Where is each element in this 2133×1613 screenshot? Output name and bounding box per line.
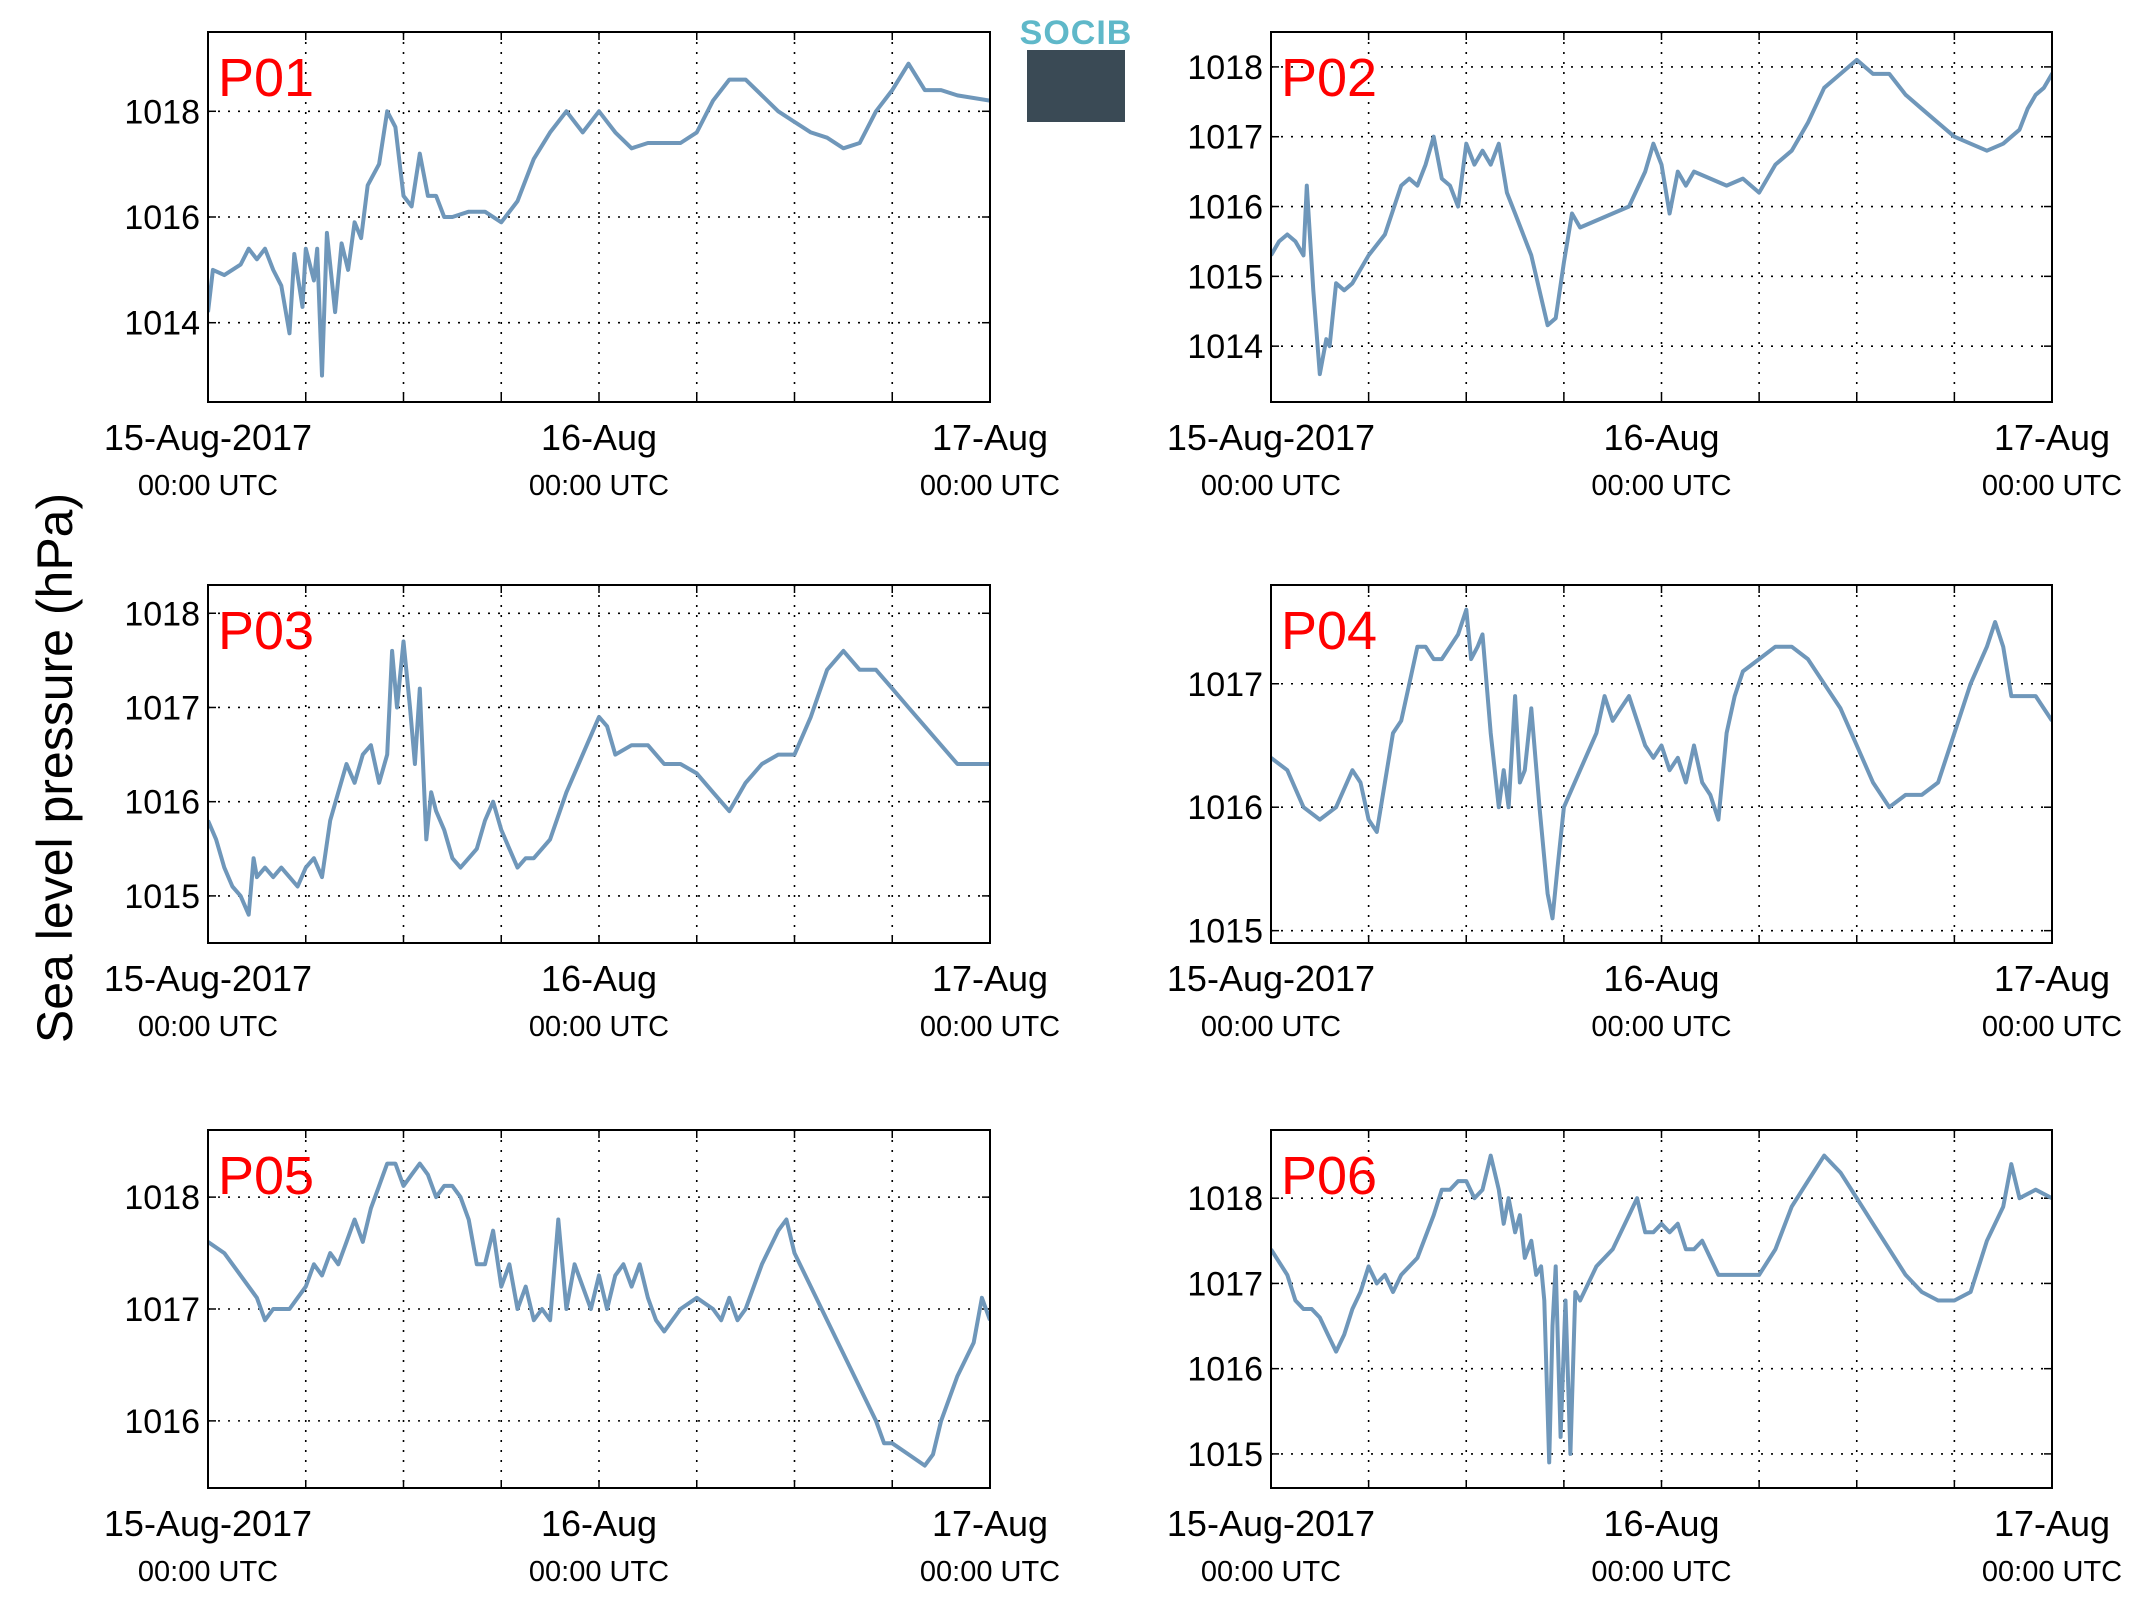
x-tick-label-time: 00:00 UTC bbox=[1591, 470, 1731, 502]
x-tick-label-time: 00:00 UTC bbox=[920, 1011, 1060, 1043]
x-tick-label-time: 00:00 UTC bbox=[1201, 470, 1341, 502]
y-axis-label: Sea level pressure (hPa) bbox=[27, 493, 83, 1043]
y-tick-label: 1017 bbox=[124, 689, 200, 727]
x-tick-label-time: 00:00 UTC bbox=[920, 1556, 1060, 1588]
panel-p06: 1015 1016 1017 1018 P06 15-Aug-2017 00:00 UTC 1… bbox=[1167, 1129, 2122, 1588]
x-tick-label-date: 17-Aug bbox=[1994, 1503, 2110, 1544]
y-tick-label: 1018 bbox=[124, 93, 200, 131]
plot-frame bbox=[1270, 31, 2053, 403]
logo-text: SOCIB bbox=[1020, 14, 1133, 52]
y-tick-label: 1017 bbox=[1187, 119, 1263, 157]
x-tick-label-time: 00:00 UTC bbox=[1982, 470, 2122, 502]
plot-frame bbox=[1270, 1129, 2053, 1489]
x-tick-label-date: 16-Aug bbox=[541, 417, 657, 458]
y-tick-label: 1016 bbox=[124, 1403, 200, 1441]
x-tick-label-date: 16-Aug bbox=[1603, 958, 1719, 999]
series-line-0 bbox=[208, 1161, 990, 1468]
series-line-0 bbox=[1271, 57, 2052, 377]
x-tick-label-time: 00:00 UTC bbox=[529, 470, 669, 502]
x-tick-label-date: 17-Aug bbox=[932, 417, 1048, 458]
socib-logo: SOCIB bbox=[1020, 14, 1133, 122]
series-line-0 bbox=[208, 639, 990, 917]
panel-p02: 1014 1015 1016 1017 1018 P02 15-Aug-2017 00:00 … bbox=[1167, 31, 2122, 502]
x-tick-label-date: 17-Aug bbox=[932, 958, 1048, 999]
panel-p04: 1015 1016 1017 P04 15-Aug-2017 00:00 UTC 16-Au… bbox=[1167, 584, 2122, 1043]
x-tick-label-date: 15-Aug-2017 bbox=[1167, 1503, 1375, 1544]
logo-mark bbox=[1027, 50, 1125, 122]
x-tick-label-date: 16-Aug bbox=[541, 1503, 657, 1544]
x-tick-label-date: 15-Aug-2017 bbox=[1167, 417, 1375, 458]
y-tick-label: 1015 bbox=[1187, 258, 1263, 296]
series-line-0 bbox=[208, 61, 990, 378]
plot-frame bbox=[207, 31, 991, 403]
y-tick-label: 1018 bbox=[124, 1179, 200, 1217]
panel-p05: 1016 1017 1018 P05 15-Aug-2017 00:00 UTC 16-Au… bbox=[104, 1129, 1060, 1588]
y-tick-label: 1016 bbox=[1187, 189, 1263, 227]
y-tick-label: 1016 bbox=[124, 784, 200, 822]
x-tick-label-time: 00:00 UTC bbox=[1201, 1011, 1341, 1043]
y-tick-label: 1017 bbox=[1187, 1265, 1263, 1303]
x-tick-label-date: 16-Aug bbox=[541, 958, 657, 999]
x-tick-label-time: 00:00 UTC bbox=[529, 1556, 669, 1588]
y-tick-label: 1016 bbox=[1187, 1351, 1263, 1389]
x-tick-label-time: 00:00 UTC bbox=[138, 470, 278, 502]
y-tick-label: 1015 bbox=[124, 878, 200, 916]
x-tick-label-time: 00:00 UTC bbox=[1982, 1556, 2122, 1588]
panel-label: P02 bbox=[1281, 48, 1377, 108]
y-tick-label: 1017 bbox=[1187, 666, 1263, 704]
y-tick-label: 1016 bbox=[124, 199, 200, 237]
x-tick-label-date: 17-Aug bbox=[1994, 417, 2110, 458]
y-tick-label: 1018 bbox=[1187, 49, 1263, 87]
panel-label: P06 bbox=[1281, 1146, 1377, 1206]
y-tick-label: 1015 bbox=[1187, 1436, 1263, 1474]
panel-p01: 1014 1016 1018 P01 15-Aug-2017 00:00 UTC 16-Au… bbox=[104, 31, 1060, 502]
x-tick-label-time: 00:00 UTC bbox=[138, 1011, 278, 1043]
panel-p03: 1015 1016 1017 1018 P03 15-Aug-2017 00:00 UTC 1… bbox=[104, 584, 1060, 1043]
series-line-0 bbox=[1271, 607, 2052, 921]
plot-frame bbox=[1270, 584, 2053, 944]
y-tick-label: 1017 bbox=[124, 1291, 200, 1329]
x-tick-label-date: 15-Aug-2017 bbox=[104, 1503, 312, 1544]
x-tick-label-time: 00:00 UTC bbox=[529, 1011, 669, 1043]
y-tick-label: 1015 bbox=[1187, 913, 1263, 951]
panel-label: P03 bbox=[218, 601, 314, 661]
y-tick-label: 1014 bbox=[124, 305, 200, 343]
x-tick-label-date: 15-Aug-2017 bbox=[104, 417, 312, 458]
panels: 1014 1016 1018 P01 15-Aug-2017 00:00 UTC 16-Au… bbox=[104, 31, 2122, 1588]
x-tick-label-time: 00:00 UTC bbox=[138, 1556, 278, 1588]
y-tick-label: 1018 bbox=[124, 595, 200, 633]
panel-label: P01 bbox=[218, 48, 314, 108]
series-line-0 bbox=[1271, 1153, 2052, 1465]
x-tick-label-date: 15-Aug-2017 bbox=[1167, 958, 1375, 999]
panel-label: P04 bbox=[1281, 601, 1377, 661]
x-tick-label-time: 00:00 UTC bbox=[1591, 1011, 1731, 1043]
y-tick-label: 1018 bbox=[1187, 1180, 1263, 1218]
x-tick-label-time: 00:00 UTC bbox=[1201, 1556, 1341, 1588]
x-tick-label-time: 00:00 UTC bbox=[1982, 1011, 2122, 1043]
y-tick-label: 1016 bbox=[1187, 789, 1263, 827]
x-tick-label-time: 00:00 UTC bbox=[920, 470, 1060, 502]
x-tick-label-time: 00:00 UTC bbox=[1591, 1556, 1731, 1588]
plot-frame bbox=[207, 1129, 991, 1489]
plot-frame bbox=[207, 584, 991, 944]
x-tick-label-date: 17-Aug bbox=[932, 1503, 1048, 1544]
x-tick-label-date: 17-Aug bbox=[1994, 958, 2110, 999]
x-tick-label-date: 15-Aug-2017 bbox=[104, 958, 312, 999]
panel-label: P05 bbox=[218, 1146, 314, 1206]
y-tick-label: 1014 bbox=[1187, 328, 1263, 366]
x-tick-label-date: 16-Aug bbox=[1603, 417, 1719, 458]
x-tick-label-date: 16-Aug bbox=[1603, 1503, 1719, 1544]
